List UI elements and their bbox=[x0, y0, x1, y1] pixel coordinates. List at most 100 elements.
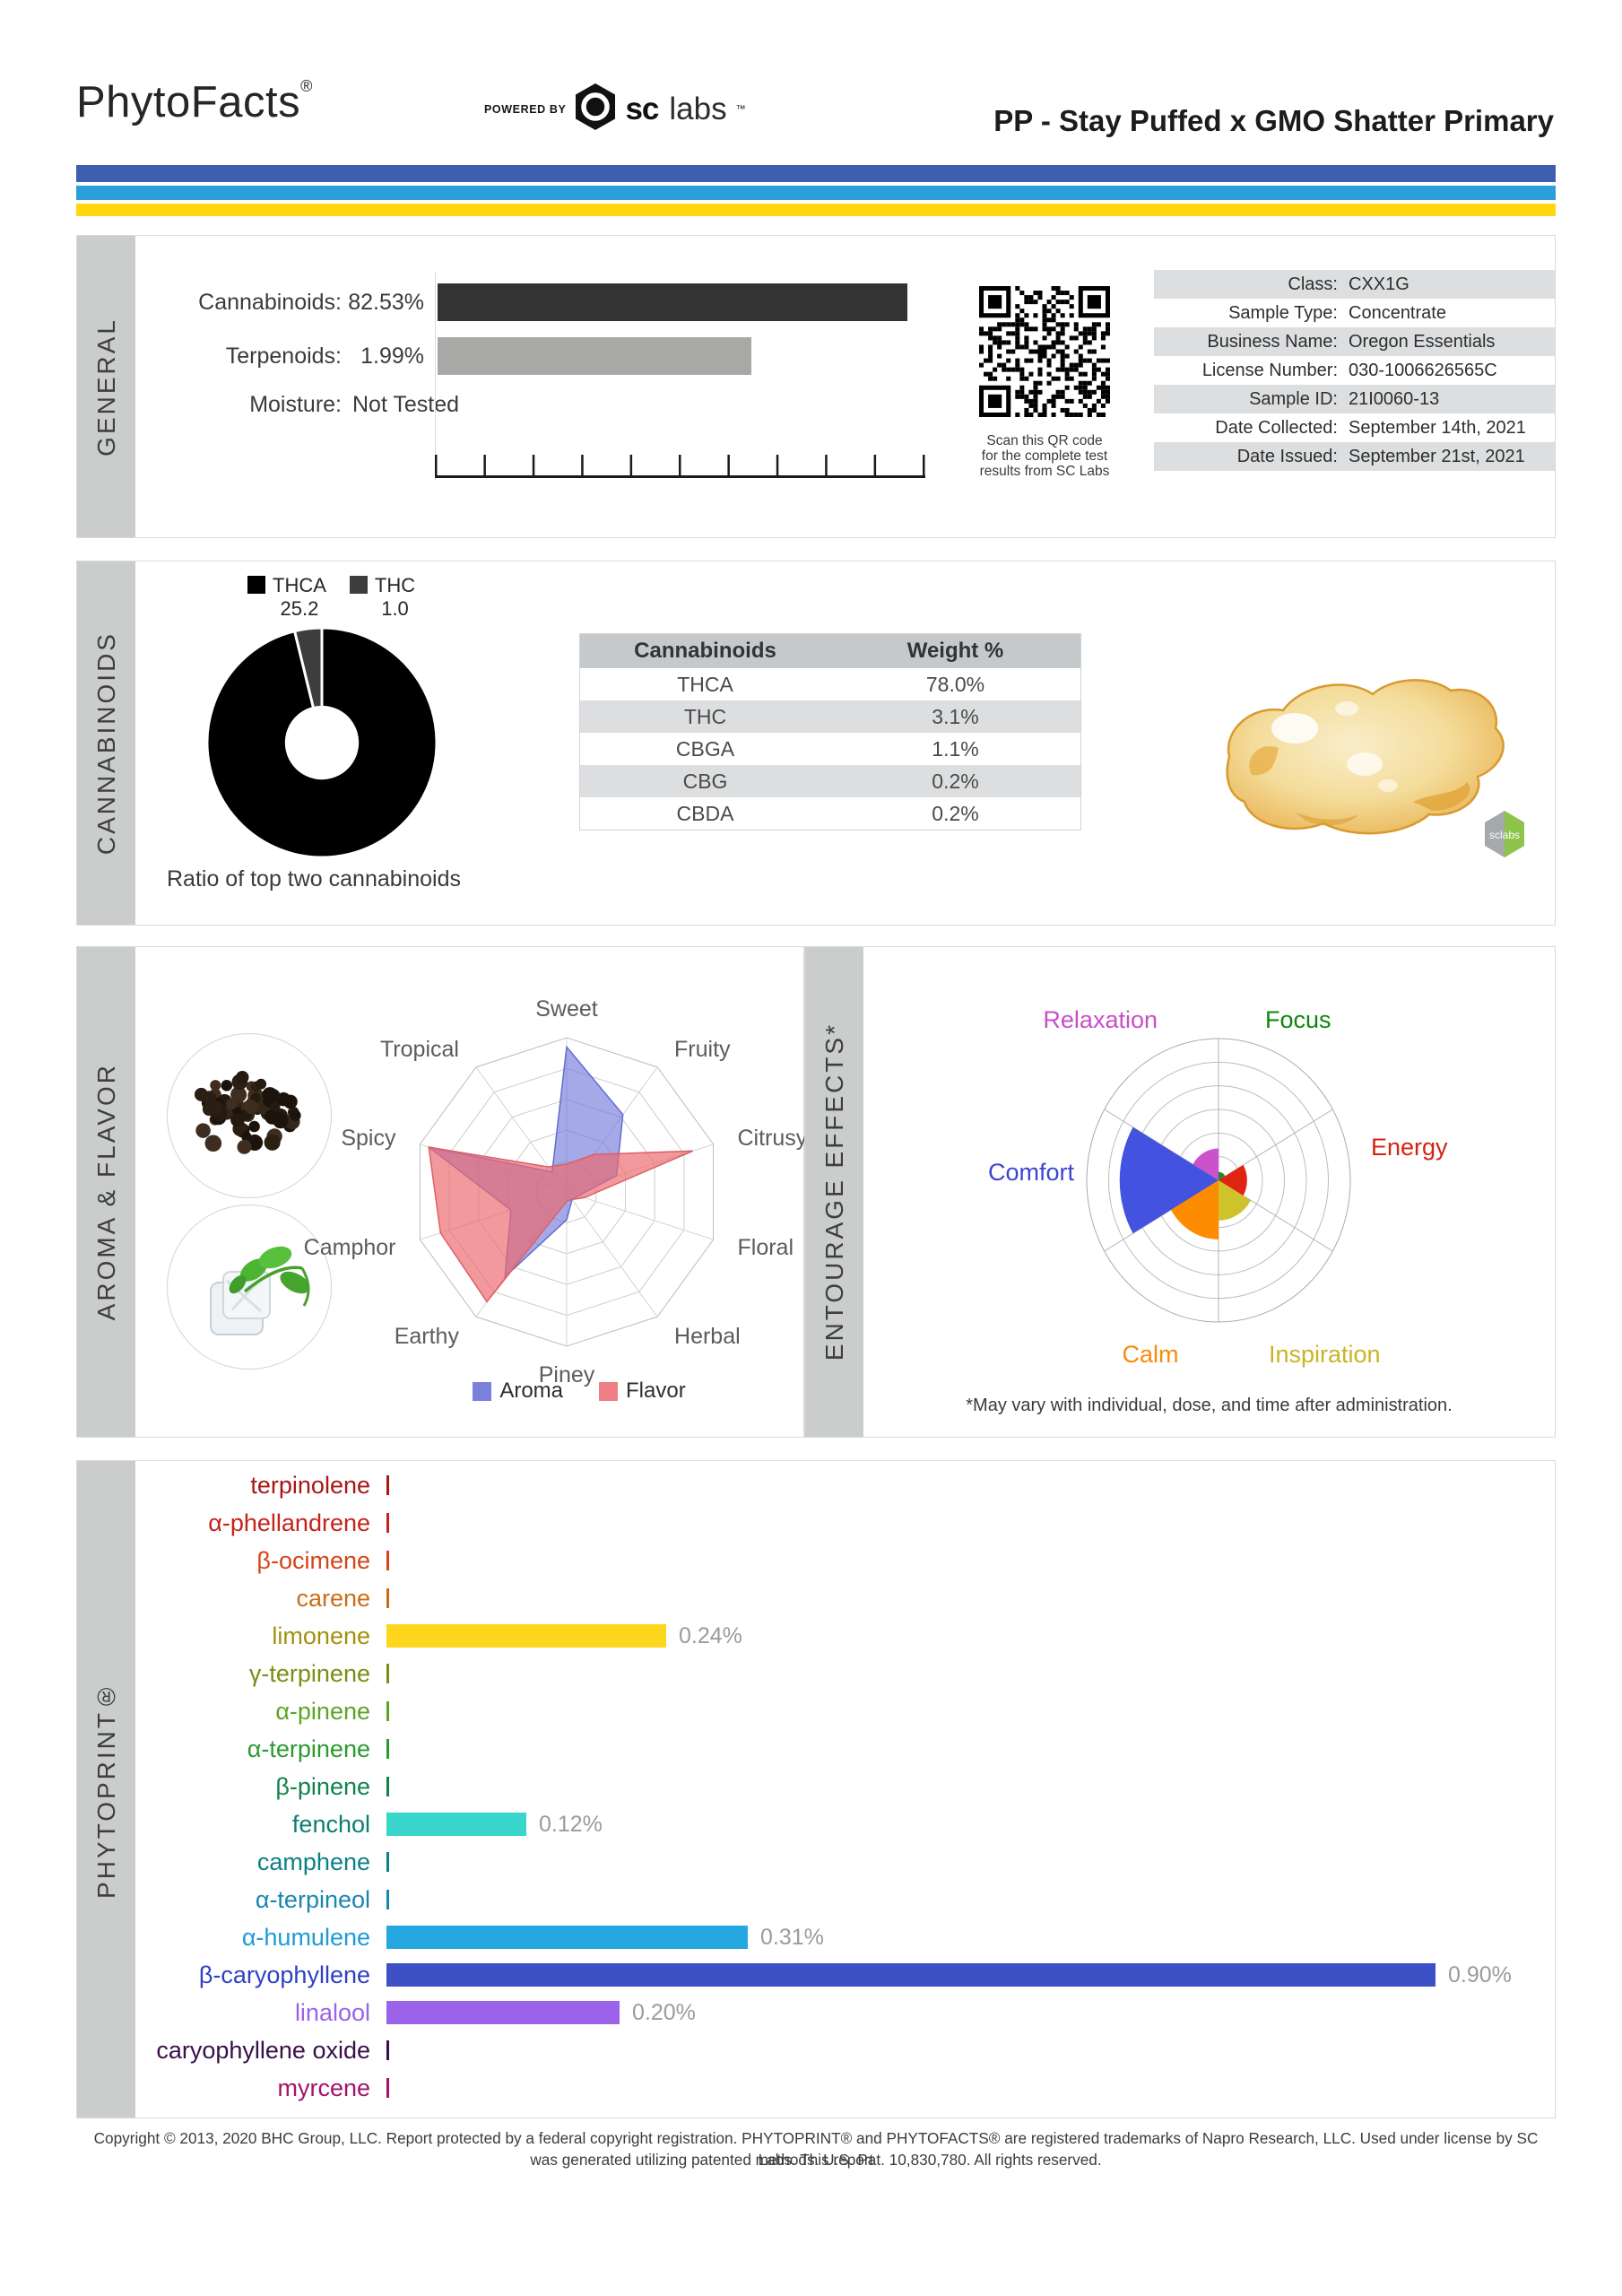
terpene-zero-tick bbox=[386, 1852, 389, 1872]
section-phytoprint: PHYTOPRINT® terpinolene α-phellandrene β-o… bbox=[76, 1460, 1556, 2118]
terpenoids-total-label: Terpenoids: bbox=[225, 344, 342, 369]
moisture-value: Not Tested bbox=[352, 392, 460, 417]
section-entourage-effects: ENTOURAGE EFFECTS* Focus Energy Inspiratio… bbox=[804, 946, 1556, 1438]
trademark-mark: ™ bbox=[735, 103, 746, 115]
table-cell: CBDA bbox=[676, 801, 734, 825]
copyright-line-2: was generated utilizing patented methods… bbox=[530, 2151, 1102, 2169]
table-row: CBDA 0.2% bbox=[580, 797, 1080, 830]
sclabs-hexagon-icon bbox=[575, 83, 616, 135]
info-value: Oregon Essentials bbox=[1349, 331, 1496, 352]
donut-legend-item: THC 1.0 bbox=[349, 574, 415, 621]
shatter-sample-photo: sclabs bbox=[1189, 622, 1539, 887]
terpene-name: α-phellandrene bbox=[208, 1509, 370, 1536]
section-label-entourage-effects: ENTOURAGE EFFECTS* bbox=[805, 947, 863, 1437]
info-value: 030-1006626565C bbox=[1349, 360, 1497, 380]
radar-axis-label: Fruity bbox=[674, 1037, 731, 1062]
terpene-zero-tick bbox=[386, 1701, 389, 1721]
table-cell: 3.1% bbox=[932, 704, 979, 728]
section-aroma-flavor: AROMA & FLAVOR Sweet bbox=[76, 946, 808, 1438]
terpene-row: α-phellandrene bbox=[135, 1507, 1553, 1539]
info-label: Date Issued: bbox=[1236, 446, 1338, 466]
section-cannabinoids: CANNABINOIDS THCA 25.2 THC 1.0 Ratio of top… bbox=[76, 561, 1556, 926]
terpene-row: myrcene bbox=[135, 2072, 1553, 2104]
table-cell: CBGA bbox=[675, 736, 735, 761]
donut-caption: Ratio of top two cannabinoids bbox=[167, 866, 461, 891]
terpene-row: α-humulene 0.31% bbox=[135, 1921, 1553, 1953]
brand-stripe-yellow bbox=[76, 204, 1556, 216]
terpene-name: γ-terpinene bbox=[248, 1659, 370, 1687]
entourage-wedge-comfort bbox=[1119, 1126, 1219, 1234]
terpene-zero-tick bbox=[386, 1588, 389, 1608]
cannabinoids-total-label: Cannabinoids: bbox=[198, 290, 342, 315]
terpene-row: γ-terpinene bbox=[135, 1657, 1553, 1690]
terpene-row: α-terpinene bbox=[135, 1733, 1553, 1765]
entourage-wedge-calm bbox=[1170, 1180, 1219, 1239]
terpene-row: fenchol 0.12% bbox=[135, 1808, 1553, 1840]
terpene-value: 0.90% bbox=[1448, 1961, 1512, 1987]
terpene-name: α-terpinene bbox=[247, 1735, 370, 1762]
section-label-general: GENERAL bbox=[77, 236, 135, 537]
entourage-label-calm: Calm bbox=[1122, 1341, 1178, 1368]
info-row: License Number: 030-1006626565C bbox=[1154, 356, 1555, 385]
cannabinoids-total-bar bbox=[438, 283, 907, 321]
info-row: Sample ID: 21I0060-13 bbox=[1154, 385, 1555, 413]
sclabs-watermark-icon: sclabs bbox=[1485, 811, 1524, 857]
info-value: September 21st, 2021 bbox=[1349, 446, 1525, 466]
info-row: Class: CXX1G bbox=[1154, 270, 1555, 299]
entourage-wedge-focus bbox=[1219, 1171, 1226, 1180]
terpene-row: caryophyllene oxide bbox=[135, 2034, 1553, 2066]
terpene-row: β-caryophyllene 0.90% bbox=[135, 1959, 1553, 1991]
legend-swatch bbox=[473, 1381, 492, 1401]
terpene-bar bbox=[386, 1963, 1436, 1987]
terpene-name: linalool bbox=[294, 1998, 370, 2026]
terpene-value: 0.20% bbox=[632, 1999, 696, 2025]
table-header-cell: Weight % bbox=[906, 639, 1004, 663]
info-value: 21I0060-13 bbox=[1349, 388, 1440, 409]
terpene-bar bbox=[386, 2001, 620, 2024]
donut-legend-item: THCA 25.2 bbox=[247, 574, 326, 621]
info-value: CXX1G bbox=[1349, 274, 1409, 294]
legend-swatch bbox=[349, 576, 368, 594]
table-header-cell: Cannabinoids bbox=[634, 639, 776, 663]
terpene-bar bbox=[386, 1813, 526, 1836]
table-cell: THC bbox=[683, 704, 727, 728]
terpene-value: 0.12% bbox=[539, 1811, 603, 1837]
table-cell: 0.2% bbox=[932, 801, 979, 825]
terpene-row: terpinolene bbox=[135, 1469, 1553, 1501]
terpene-name: β-pinene bbox=[275, 1772, 370, 1800]
radar-axis-label: Piney bbox=[539, 1362, 595, 1387]
radar-axis-label: Sweet bbox=[535, 996, 598, 1022]
entourage-label-inspiration: Inspiration bbox=[1269, 1341, 1381, 1368]
info-row: Date Collected: September 14th, 2021 bbox=[1154, 413, 1555, 442]
terpene-zero-tick bbox=[386, 1739, 389, 1759]
section-general: GENERAL Cannabinoids: 82.53% Terpenoids:… bbox=[76, 235, 1556, 538]
table-row: THCA 78.0% bbox=[580, 668, 1080, 700]
entourage-label-focus: Focus bbox=[1265, 1006, 1331, 1033]
info-label: Class: bbox=[1288, 274, 1338, 294]
table-row: CBG 0.2% bbox=[580, 765, 1080, 797]
radar-axis-label: Floral bbox=[738, 1235, 794, 1260]
terpene-row: β-ocimene bbox=[135, 1544, 1553, 1577]
terpene-name: β-caryophyllene bbox=[198, 1961, 370, 1988]
radar-axis-label: Tropical bbox=[380, 1037, 459, 1062]
terpene-name: limonene bbox=[272, 1622, 370, 1649]
terpenoids-total-value: 1.99% bbox=[360, 344, 424, 369]
section-label-phytoprint: PHYTOPRINT® bbox=[77, 1461, 135, 2118]
mint-ice-photo bbox=[167, 1205, 332, 1370]
terpene-name: β-ocimene bbox=[256, 1546, 370, 1574]
terpene-name: α-terpineol bbox=[255, 1885, 370, 1913]
legend-name: Aroma bbox=[499, 1378, 563, 1403]
terpene-row: linalool 0.20% bbox=[135, 1996, 1553, 2029]
section-label-aroma-flavor: AROMA & FLAVOR bbox=[77, 947, 135, 1437]
info-value: September 14th, 2021 bbox=[1349, 417, 1526, 438]
terpene-zero-tick bbox=[386, 1777, 389, 1796]
svg-text:sclabs: sclabs bbox=[1489, 829, 1520, 841]
terpene-zero-tick bbox=[386, 2040, 389, 2060]
entourage-label-comfort: Comfort bbox=[988, 1159, 1075, 1186]
info-row: Business Name: Oregon Essentials bbox=[1154, 327, 1555, 356]
entourage-effects-polar-chart: Focus Energy Inspiration Calm Comfort Relaxat… bbox=[988, 1006, 1448, 1368]
terpenoids-total-bar bbox=[438, 337, 751, 375]
info-row: Date Issued: September 21st, 2021 bbox=[1154, 442, 1555, 471]
terpene-row: α-terpineol bbox=[135, 1883, 1553, 1916]
